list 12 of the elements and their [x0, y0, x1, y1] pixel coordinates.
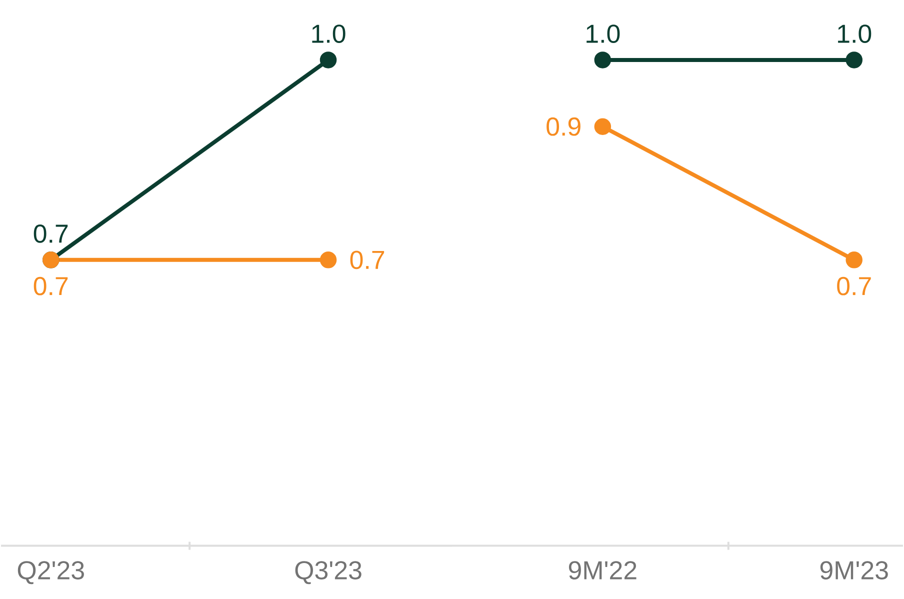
data-label: 1.0 — [586, 24, 620, 44]
data-label: 0.7 — [34, 224, 68, 244]
data-label: 0.7 — [837, 277, 871, 296]
x-tick-label: Q2'23 — [18, 561, 84, 584]
x-tick-label: Q3'23 — [295, 561, 362, 584]
data-label: 1.0 — [312, 24, 346, 44]
data-label: 0.7 — [350, 250, 384, 270]
data-label: 0.7 — [34, 277, 68, 296]
data-label: 1.0 — [838, 24, 872, 44]
data-label: 0.9 — [546, 118, 580, 136]
x-tick-label: 9M'23 — [820, 561, 888, 580]
x-tick-label: 9M'22 — [568, 561, 636, 580]
